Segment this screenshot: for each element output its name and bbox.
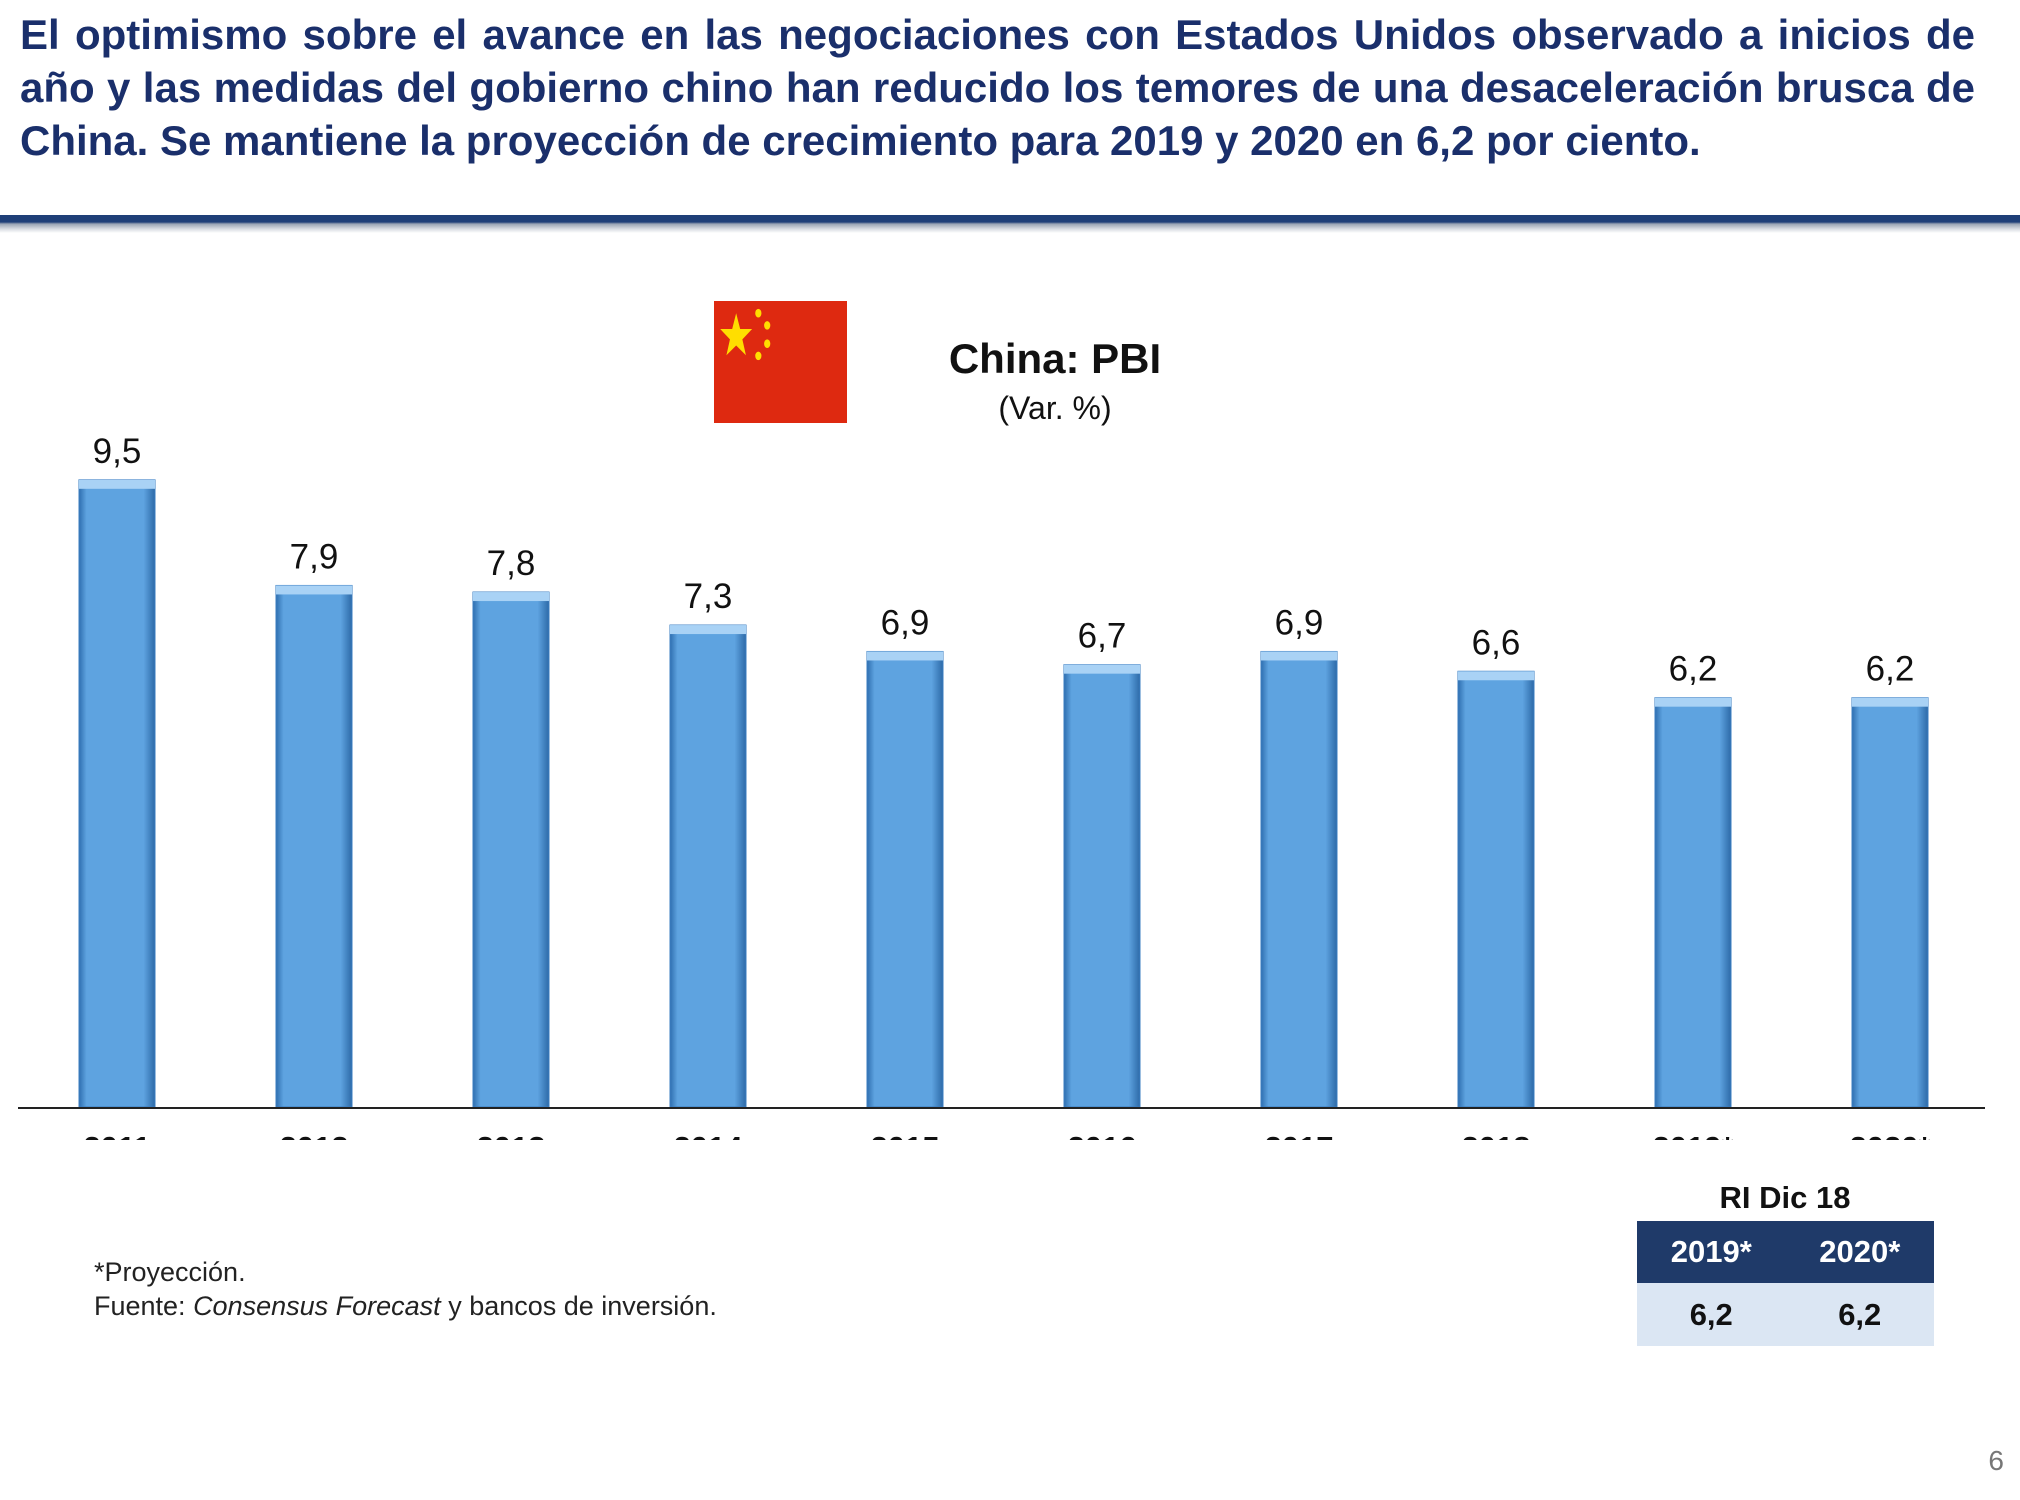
bar-cap-2014 — [670, 625, 746, 635]
bar-2014 — [669, 624, 747, 1108]
ri-table-header-row: 2019* 2020* — [1637, 1221, 1934, 1283]
tick-label-2011: 2011 — [83, 1130, 150, 1140]
ri-header-2019: 2019* — [1637, 1221, 1786, 1283]
chart-title: China: PBI — [948, 335, 1162, 382]
bar-cap-2018 — [1458, 671, 1534, 681]
footnotes: *Proyección. Fuente: Consensus Forecast … — [94, 1255, 717, 1323]
bar-cap-2016 — [1064, 664, 1140, 674]
value-label-2015: 6,9 — [881, 603, 930, 642]
value-label-2018: 6,6 — [1472, 623, 1521, 662]
value-label-2012: 7,9 — [290, 537, 339, 576]
value-label-2014: 7,3 — [684, 577, 733, 616]
bar-2016 — [1063, 664, 1141, 1108]
chart-subtitle: (Var. %) — [998, 390, 1112, 426]
tick-label-2016: 2016 — [1068, 1130, 1137, 1140]
tick-label-2018: 2018 — [1462, 1130, 1531, 1140]
ri-table-caption: RI Dic 18 — [1719, 1180, 1851, 1215]
headline: El optimismo sobre el avance en las nego… — [20, 11, 1975, 164]
source-italic: Consensus Forecast — [193, 1291, 441, 1321]
bar-cap-2019* — [1655, 697, 1731, 707]
tick-label-2017: 2017 — [1265, 1130, 1334, 1140]
value-label-2016: 6,7 — [1078, 617, 1127, 656]
tick-label-2014: 2014 — [674, 1130, 744, 1140]
header-divider — [0, 215, 2020, 233]
bar-2011 — [78, 479, 156, 1108]
tick-label-2013: 2013 — [477, 1130, 546, 1140]
tick-label-2012: 2012 — [280, 1130, 349, 1140]
tick-label-2015: 2015 — [871, 1130, 940, 1140]
bar-2019* — [1654, 697, 1732, 1108]
value-label-2019*: 6,2 — [1669, 650, 1718, 689]
value-label-2020*: 6,2 — [1866, 650, 1915, 689]
ri-forecast-table: 2019* 2020* 6,2 6,2 — [1637, 1221, 1934, 1346]
bar-2012 — [275, 584, 353, 1108]
bar-2018 — [1457, 670, 1535, 1108]
ri-value-2019: 6,2 — [1637, 1283, 1786, 1346]
tick-label-2020*: 2020* — [1849, 1130, 1931, 1140]
bar-cap-2015 — [867, 651, 943, 661]
bar-2013 — [472, 591, 550, 1108]
tick-label-2019*: 2019* — [1652, 1130, 1734, 1140]
bar-2015 — [866, 650, 944, 1108]
bar-cap-2011 — [79, 479, 155, 489]
value-label-2017: 6,9 — [1275, 603, 1324, 642]
source-suffix: y bancos de inversión. — [440, 1291, 717, 1321]
bar-cap-2012 — [276, 585, 352, 595]
ri-value-2020: 6,2 — [1785, 1283, 1934, 1346]
bar-cap-2013 — [473, 592, 549, 602]
bar-cap-2017 — [1261, 651, 1337, 661]
ri-table-value-row: 6,2 6,2 — [1637, 1283, 1934, 1346]
china-flag-icon — [714, 301, 847, 423]
projection-note: *Proyección. — [94, 1257, 246, 1287]
bar-cap-2020* — [1852, 697, 1928, 707]
bar-chart: 9,5 7,9 7,8 7,3 6,9 6,7 6,9 6,6 6,2 6,2 2011 2012 2… — [18, 432, 1985, 1140]
ri-header-2020: 2020* — [1785, 1221, 1934, 1283]
source-note: Fuente: Consensus Forecast y bancos de i… — [94, 1289, 717, 1323]
bar-2017 — [1260, 650, 1338, 1108]
value-label-2011: 9,5 — [93, 432, 142, 471]
value-label-2013: 7,8 — [487, 544, 536, 583]
page-number: 6 — [1988, 1445, 2004, 1476]
source-prefix: Fuente: — [94, 1291, 194, 1321]
bar-2020* — [1851, 697, 1929, 1108]
